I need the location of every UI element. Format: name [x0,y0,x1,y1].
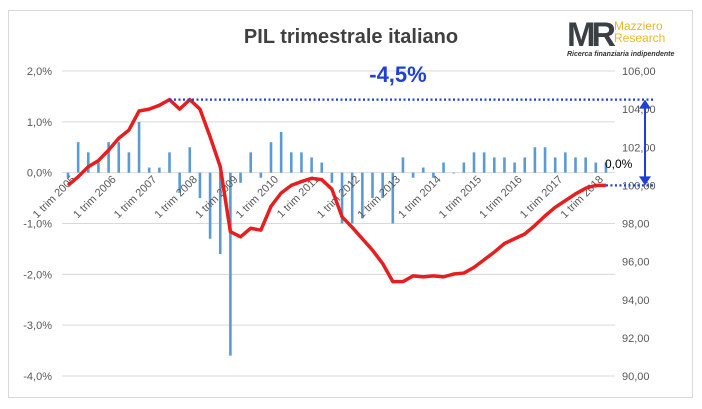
bar [421,167,425,173]
bar [66,172,70,178]
chart-frame [8,10,693,398]
logo-mark: MR [567,16,616,54]
y-left-tick-label: -3,0% [23,320,52,332]
bar [249,152,252,173]
y-right-tick-label: 94,00 [622,295,650,307]
bar [137,121,141,173]
bar [391,172,395,224]
bar [300,152,303,173]
bar [87,152,90,173]
bar [198,172,202,199]
bar [107,142,110,173]
y-left-tick-label: -1,0% [23,219,52,231]
drop-annotation: -4,5% [369,62,426,87]
bar [340,172,344,224]
logo-tagline: Ricerca finanziaria indipendente [567,51,675,58]
bar [513,162,516,173]
bar [158,167,161,173]
bar [178,172,181,193]
bar [553,157,557,173]
bar [279,132,283,173]
bar [147,167,151,173]
bar [462,162,466,173]
bar [452,172,455,174]
bar [239,172,242,183]
bar [208,172,212,239]
bar [127,152,131,173]
bar [97,162,100,173]
last-value-label: 0,0% [605,157,633,171]
bar [432,172,435,178]
x-tick-label: 1 trim 2008 [153,174,200,221]
y-left-tick-label: -2,0% [23,269,52,281]
x-tick-label: 1 trim 2007 [112,174,159,221]
bar [523,157,527,173]
logo-name-2: Research [614,31,666,45]
y-left-tick-label: 0,0% [27,168,52,180]
x-tick-label: 1 trim 2014 [396,174,443,221]
bar [604,162,608,173]
y-right-tick-label: 92,00 [622,333,650,345]
bar [218,172,222,254]
y-right-tick-label: 102,00 [622,142,656,154]
bar [564,152,567,173]
y-right-tick-label: 90,00 [622,371,650,383]
bar [482,152,486,173]
x-tick-label: 1 trim 2017 [518,174,565,221]
x-tick-label: 1 trim 2006 [71,174,118,221]
bar [371,172,374,199]
bar [361,172,364,219]
bar [401,157,405,173]
bar [259,172,263,178]
y-right-tick-label: 96,00 [622,257,650,269]
y-right-tick-label: 104,00 [622,104,656,116]
arrow-head-down-icon [639,176,651,186]
y-right-tick-label: 106,00 [622,66,656,78]
bar [594,162,598,173]
bar [76,142,80,173]
x-tick-label: 1 trim 2015 [437,174,484,221]
bar [310,157,313,173]
bar [350,172,354,224]
y-left-tick-label: 1,0% [27,117,52,129]
logo-name-1: Mazziero [614,19,663,33]
index-line [66,97,606,284]
bar [503,157,506,173]
bar [320,162,324,173]
bar [442,162,445,173]
chart-title: PIL trimestrale italiano [243,26,459,48]
y-right-tick-label: 98,00 [622,219,650,231]
x-tick-label: 1 trim 2018 [559,174,606,221]
bar [574,157,577,173]
bar [493,157,496,173]
bar [290,152,293,173]
bar [411,172,415,178]
bar [533,147,537,173]
bar [269,142,273,173]
x-tick-label: 1 trim 2016 [477,174,524,221]
bar [381,172,384,199]
bar [117,142,121,173]
bar [168,152,171,173]
arrow-head-up-icon [639,99,651,109]
y-left-tick-label: 2,0% [27,66,52,78]
bar [543,147,547,173]
bar [584,157,587,173]
bar [188,147,192,173]
bar [472,152,476,173]
logo: MR Mazziero Research Ricerca finanziaria… [567,18,687,62]
bar [330,172,334,183]
y-left-tick-label: -4,0% [23,371,52,383]
bar [229,172,232,356]
